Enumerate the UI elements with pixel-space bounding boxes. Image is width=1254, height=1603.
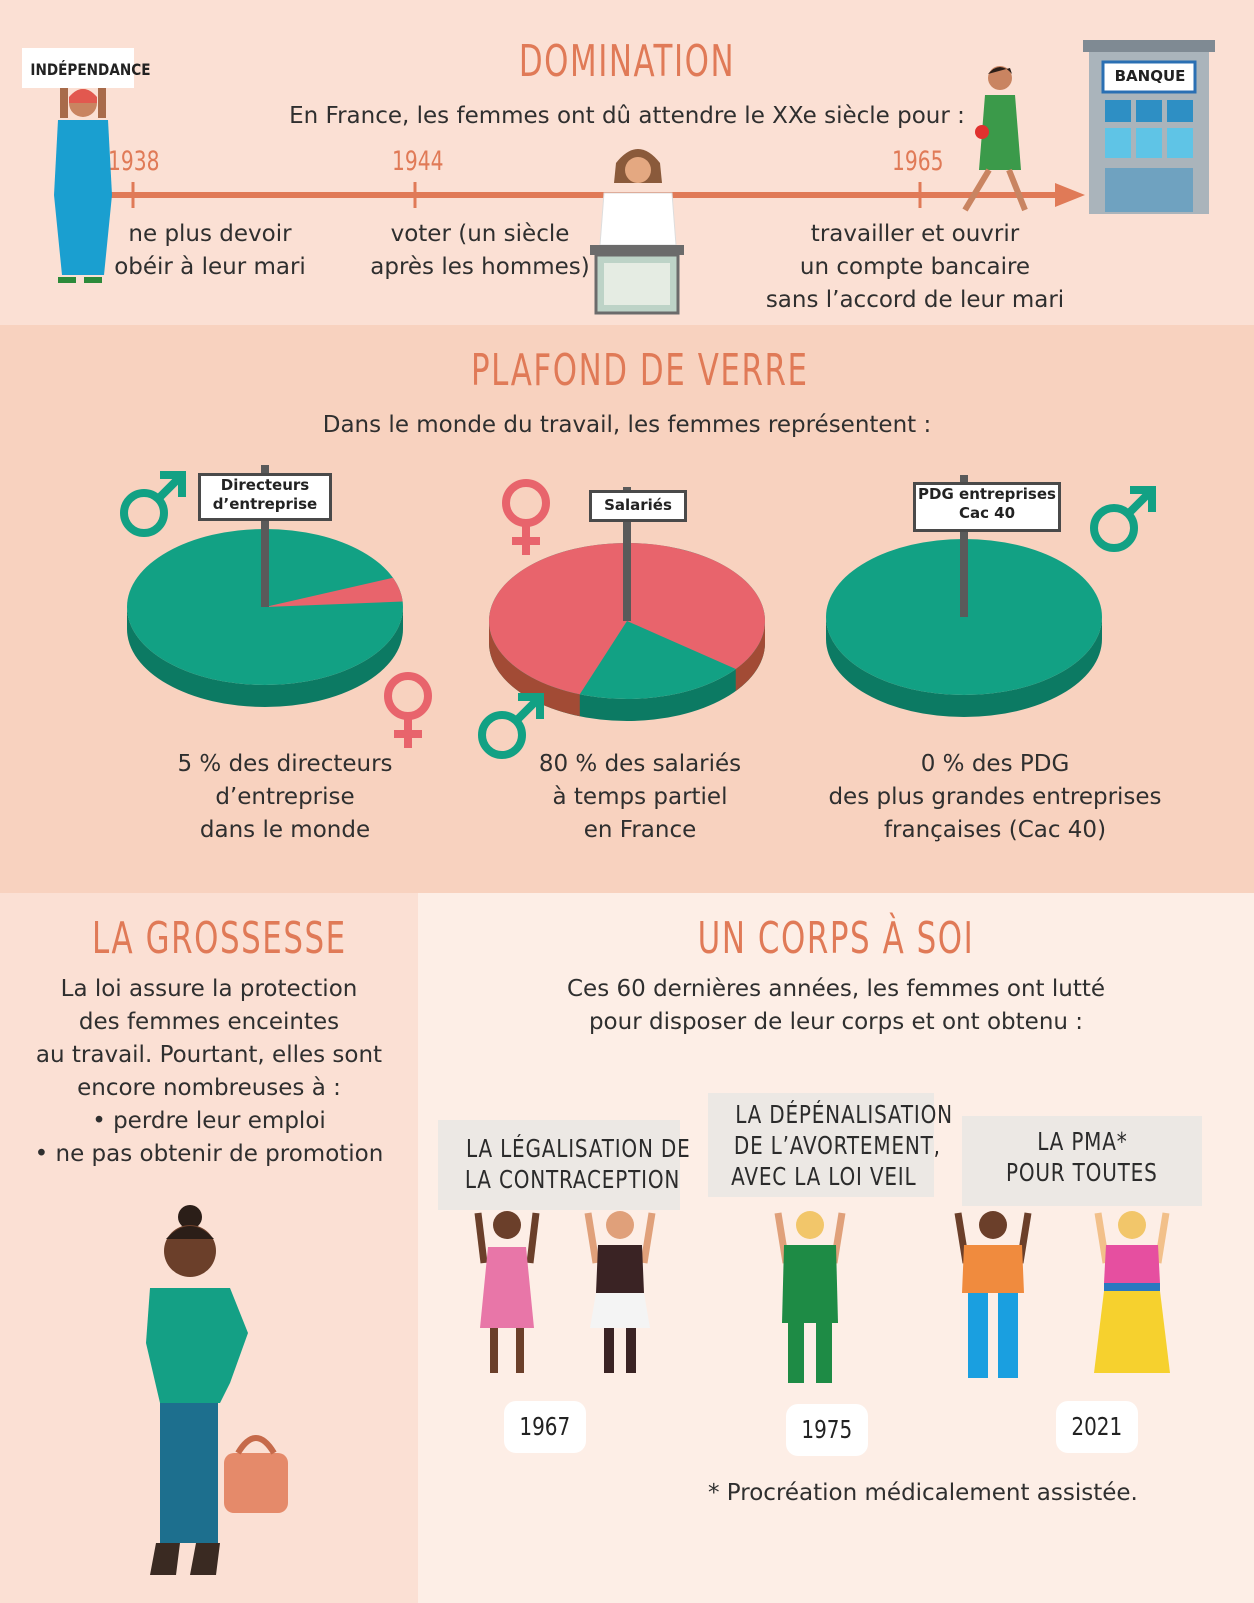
- corps-intro: Ces 60 dernières années, les femmes ont …: [486, 973, 1186, 1039]
- event-1938-line2: obéir à leur mari: [114, 254, 306, 280]
- caption-pdg-line3: françaises (Cac 40): [883, 817, 1107, 843]
- grossesse-line1: La loi assure la protection: [60, 976, 358, 1002]
- board-pma-line2: POUR TOUTES: [1006, 1158, 1158, 1187]
- protesters-illustration: [474, 1211, 1170, 1383]
- pie-side-hommes: [826, 617, 1102, 717]
- year-1938: 1938: [108, 146, 160, 177]
- event-1938-text: ne plus devoir obéir à leur mari: [100, 218, 320, 284]
- caption-directeurs: 5 % des directeurs d’entreprise dans le …: [130, 748, 440, 847]
- grossesse-line6: • ne pas obtenir de promotion: [34, 1141, 384, 1167]
- sign-pole: [960, 475, 968, 617]
- board-avortement-line1: LA DÉPÉNALISATION: [735, 1100, 953, 1129]
- pie-chart-3: [826, 475, 1102, 717]
- year-1965: 1965: [892, 146, 944, 177]
- pie-side-hommes: [127, 607, 403, 707]
- grossesse-line2: des femmes enceintes: [78, 1009, 340, 1035]
- caption-pdg: 0 % des PDG des plus grandes entreprises…: [820, 748, 1170, 847]
- male-symbol-icon: [120, 471, 186, 537]
- pie-chart-1: [127, 465, 403, 707]
- female-symbol-icon: [502, 479, 550, 555]
- pie-side-femmes: [735, 621, 765, 692]
- caption-salaries-line1: 80 % des salariés: [538, 751, 742, 777]
- event-1965-text: travailler et ouvrir un compte bancaire …: [760, 218, 1070, 317]
- pie-slice-femmes: [265, 577, 403, 607]
- caption-salaries-line2: à temps partiel: [552, 784, 728, 810]
- event-1944-line2: après les hommes): [370, 254, 590, 280]
- caption-directeurs-line1: 5 % des directeurs: [177, 751, 393, 777]
- sign-independance: INDÉPENDANCE: [30, 60, 151, 79]
- plafond-title: PLAFOND DE VERRE: [471, 345, 809, 396]
- caption-salaries: 80 % des salariés à temps partiel en Fra…: [490, 748, 790, 847]
- board-avortement: LA DÉPÉNALISATION DE L’AVORTEMENT, AVEC …: [708, 1093, 952, 1197]
- voter-ballot-illustration: [590, 149, 684, 315]
- board-avortement-line2: DE L’AVORTEMENT,: [733, 1131, 941, 1160]
- event-1938-line1: ne plus devoir: [128, 221, 292, 247]
- event-1965-line1: travailler et ouvrir: [810, 221, 1020, 247]
- event-1965-line2: un compte bancaire: [799, 254, 1031, 280]
- caption-salaries-line3: en France: [583, 817, 697, 843]
- badge-1975: 1975: [786, 1404, 868, 1456]
- badge-1967: 1967: [504, 1401, 586, 1453]
- board-avortement-line3: AVEC LA LOI VEIL: [731, 1162, 917, 1191]
- year-1975: 1975: [801, 1415, 853, 1444]
- board-pma: LA PMA* POUR TOUTES: [962, 1116, 1202, 1206]
- sign-pdg-line2: Cac 40: [958, 504, 1016, 522]
- plafond-intro: Dans le monde du travail, les femmes rep…: [322, 412, 932, 438]
- caption-directeurs-line2: d’entreprise: [215, 784, 355, 810]
- corps-title: UN CORPS À SOI: [697, 913, 975, 964]
- year-1944: 1944: [392, 146, 444, 177]
- event-1944-line1: voter (un siècle: [390, 221, 570, 247]
- year-2021: 2021: [1071, 1412, 1123, 1441]
- grossesse-line3: au travail. Pourtant, elles sont: [35, 1042, 383, 1068]
- sign-directeurs-line1: Directeurs: [220, 476, 310, 494]
- event-1944-text: voter (un siècle après les hommes): [360, 218, 600, 284]
- pie-chart-2: [489, 487, 766, 721]
- domination-intro: En France, les femmes ont dû attendre le…: [289, 103, 965, 129]
- board-contraception: LA LÉGALISATION DE LA CONTRACEPTION: [438, 1120, 690, 1210]
- grossesse-title: LA GROSSESSE: [92, 913, 347, 964]
- board-pma-line1: LA PMA*: [1036, 1127, 1128, 1156]
- timeline-arrow: [105, 182, 1085, 208]
- sign-pdg: PDG entreprises Cac 40: [913, 482, 1061, 532]
- sign-pole: [623, 487, 631, 621]
- caption-pdg-line1: 0 % des PDG: [920, 751, 1070, 777]
- grossesse-line4: encore nombreuses à :: [77, 1075, 341, 1101]
- pie-side-femmes: [489, 621, 580, 717]
- event-1965-line3: sans l’accord de leur mari: [765, 287, 1065, 313]
- bank-sign-text: BANQUE: [1114, 67, 1186, 85]
- year-1967: 1967: [519, 1412, 571, 1441]
- sign-directeurs-line2: d’entreprise: [212, 495, 318, 513]
- board-contraception-line1: LA LÉGALISATION DE: [466, 1134, 691, 1163]
- woman-independance-illustration: [22, 48, 134, 283]
- walking-woman-illustration: [962, 66, 1028, 212]
- sign-directeurs: Directeurs d’entreprise: [198, 473, 332, 521]
- corps-section: UN CORPS À SOI Ces 60 dernières années, …: [418, 893, 1254, 1603]
- plafond-section: PLAFOND DE VERRE Dans le monde du travai…: [0, 325, 1254, 893]
- sign-salaries-line1: Salariés: [604, 496, 672, 514]
- board-contraception-line2: LA CONTRACEPTION: [464, 1165, 681, 1194]
- caption-directeurs-line3: dans le monde: [199, 817, 371, 843]
- female-symbol-icon: [384, 672, 432, 748]
- grossesse-text: La loi assure la protection des femmes e…: [20, 973, 398, 1171]
- sign-pole: [261, 465, 269, 607]
- pregnant-woman-illustration: [146, 1205, 288, 1575]
- sign-pdg-line1: PDG entreprises: [918, 485, 1056, 503]
- male-symbol-icon: [478, 693, 544, 759]
- badge-2021: 2021: [1056, 1401, 1138, 1453]
- domination-title: DOMINATION: [518, 36, 736, 87]
- corps-intro-line1: Ces 60 dernières années, les femmes ont …: [566, 976, 1106, 1002]
- pie-charts: [127, 465, 1102, 721]
- caption-pdg-line2: des plus grandes entreprises: [828, 784, 1162, 810]
- domination-section: DOMINATION En France, les femmes ont dû …: [0, 0, 1254, 325]
- sign-salaries: Salariés: [589, 490, 687, 522]
- grossesse-section: LA GROSSESSE La loi assure la protection…: [0, 893, 418, 1603]
- grossesse-line5: • perdre leur emploi: [92, 1108, 326, 1134]
- bank-illustration: [1083, 40, 1215, 214]
- footnote-pma: * Procréation médicalement assistée.: [708, 1480, 1138, 1506]
- corps-intro-line2: pour disposer de leur corps et ont obten…: [588, 1009, 1084, 1035]
- male-symbol-icon: [1090, 486, 1156, 552]
